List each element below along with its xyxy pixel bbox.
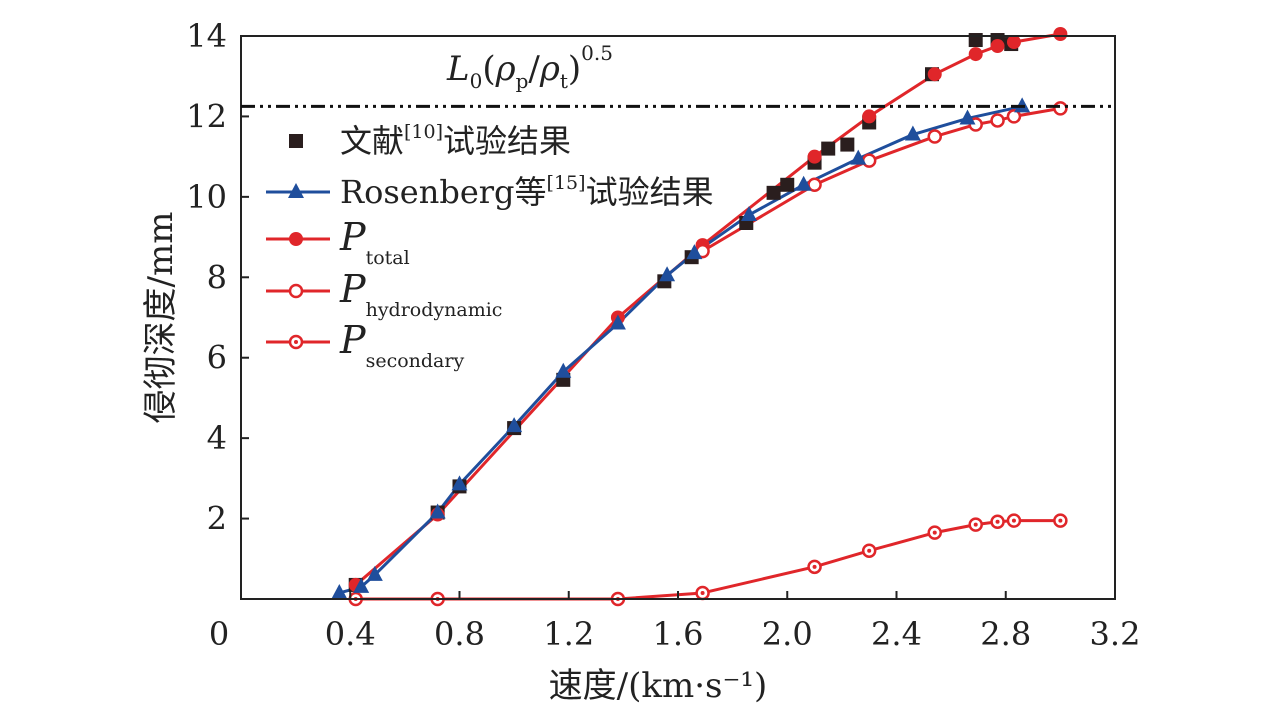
data-point: [1006, 109, 1022, 124]
series-line: [338, 104, 1023, 595]
x-axis-label: 速度/(km·s⁻¹): [549, 666, 768, 706]
legend-item: Phydrodynamic: [266, 267, 502, 321]
data-point: [861, 543, 877, 558]
y-tick-label: 2: [207, 500, 227, 538]
data-point: [927, 129, 942, 144]
x-tick-label: 2.8: [980, 615, 1031, 653]
plot-marks-layer: [331, 26, 1068, 607]
x-axis-ticks: 0 0.4 0.8 1.2 1.6 2.0 2.4 2.8 3.2: [209, 591, 1141, 653]
data-point: [555, 362, 572, 378]
data-point: [968, 47, 983, 62]
legend: 文献[10]试验结果 Rosenberg等[15]试验结果 PtotalPhydro…: [266, 121, 714, 372]
legend-label: Ptotal: [339, 215, 410, 269]
data-point: [862, 109, 877, 124]
data-point: [807, 149, 822, 164]
y-tick-label: 12: [186, 97, 227, 135]
legend-item: Rosenberg等[15]试验结果: [266, 172, 714, 211]
y-tick-label: 14: [186, 17, 227, 55]
data-point: [331, 583, 348, 599]
legend-label: Phydrodynamic: [339, 267, 502, 321]
legend-marker: [289, 134, 303, 148]
legend-label: Psecondary: [339, 318, 464, 372]
y-tick-label: 10: [186, 178, 227, 216]
data-point: [927, 525, 942, 540]
legend-item: 文献[10]试验结果: [289, 121, 571, 160]
legend-label: 文献[10]试验结果: [340, 121, 571, 160]
data-point: [1006, 513, 1022, 528]
data-point: [850, 149, 867, 165]
x-tick-label: 0: [209, 615, 229, 653]
series-line: [355, 519, 1061, 601]
data-point: [695, 585, 710, 601]
y-tick-label: 4: [207, 419, 227, 457]
data-point: [795, 175, 812, 191]
legend-label: Rosenberg等[15]试验结果: [340, 172, 714, 211]
data-point: [959, 109, 976, 125]
data-point: [904, 125, 921, 141]
data-point: [766, 185, 781, 200]
x-tick-label: 2.0: [762, 615, 813, 653]
x-tick-label: 2.4: [871, 615, 922, 653]
data-point: [821, 141, 836, 156]
data-point: [366, 565, 383, 581]
x-tick-label: 1.6: [653, 615, 704, 653]
series-line: [701, 106, 1061, 253]
data-point: [807, 559, 822, 575]
y-tick-label: 6: [207, 339, 227, 377]
x-tick-label: 3.2: [1090, 615, 1141, 653]
x-tick-label: 0.4: [325, 615, 376, 653]
y-axis-label: 侵彻深度/mm: [141, 212, 181, 424]
legend-marker: [289, 232, 303, 246]
y-axis-ticks: 2 4 6 8 10 12 14: [186, 17, 249, 538]
data-point: [968, 517, 983, 532]
data-point: [451, 475, 468, 491]
data-point: [780, 177, 795, 192]
data-point: [807, 177, 822, 193]
data-point: [927, 67, 942, 82]
data-point: [741, 205, 758, 221]
legend-item: Ptotal: [266, 215, 410, 269]
legend-item: Psecondary: [266, 318, 464, 372]
data-point: [990, 39, 1005, 54]
data-point: [861, 153, 877, 168]
data-point: [353, 577, 370, 593]
y-tick-label: 8: [207, 258, 227, 296]
data-point: [990, 514, 1005, 530]
x-tick-label: 1.2: [543, 615, 594, 653]
data-point: [840, 137, 855, 152]
data-point: [1053, 101, 1068, 116]
legend-marker: [288, 334, 304, 350]
data-point: [1053, 26, 1068, 41]
data-point: [1053, 513, 1068, 528]
x-tick-label: 0.8: [434, 615, 485, 653]
legend-marker: [288, 183, 304, 198]
data-point: [429, 503, 446, 519]
data-point: [990, 113, 1005, 128]
legend-marker: [288, 283, 304, 299]
reference-line-layer: L0(ρp/ρt)0.5: [241, 41, 1115, 108]
data-point: [686, 244, 703, 260]
data-point: [1006, 35, 1021, 50]
reference-line-label: L0(ρp/ρt)0.5: [446, 41, 613, 93]
data-point: [609, 314, 626, 330]
data-point: [506, 417, 523, 433]
data-point: [659, 266, 676, 282]
